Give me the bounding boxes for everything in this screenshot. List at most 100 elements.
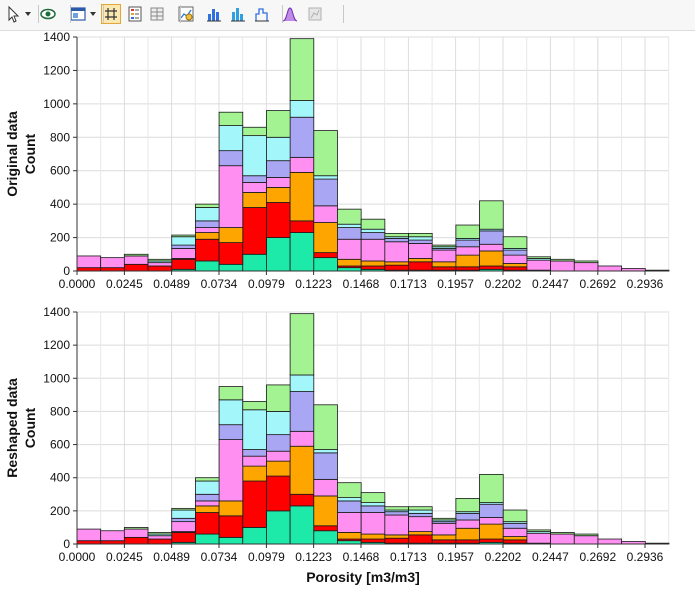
histogram-bar-segment [242, 455, 267, 467]
histogram-bar-segment [479, 538, 504, 543]
layout-window-button[interactable] [68, 4, 88, 24]
x-tick-label: 0.0979 [248, 550, 285, 564]
histogram-bar-segment [313, 452, 338, 480]
histogram-bar-segment [289, 505, 315, 545]
histogram-bar-segment [479, 265, 504, 270]
pointer-select-icon [8, 5, 20, 23]
histogram-bar-segment [242, 480, 267, 528]
histogram-bar-segment [408, 509, 433, 514]
histogram-bar-segment [218, 150, 244, 167]
y-tick-label: 600 [50, 438, 70, 452]
histogram-bar-segment [266, 411, 291, 436]
histogram-bar-segment [384, 511, 409, 516]
histogram-bar-segment [431, 534, 457, 541]
table-view-icon [150, 7, 164, 21]
histogram-bar-segment [431, 261, 457, 268]
gridlines-toggle-button[interactable] [101, 4, 121, 24]
histogram-bar-segment [384, 534, 409, 539]
histogram-bar-segment [242, 207, 267, 255]
dropdown-arrow-icon[interactable] [25, 12, 31, 16]
x-tick-label: 0.2447 [532, 550, 569, 564]
histogram-bar-segment [408, 239, 433, 244]
histogram-bar-segment [455, 224, 480, 239]
histogram-bar-segment [171, 248, 196, 259]
histogram-bar-segment [550, 533, 575, 545]
histogram-outline-button[interactable] [252, 4, 272, 24]
histogram-bar-segment [502, 536, 528, 541]
histogram-bar-segment [408, 261, 433, 271]
histogram-bar-segment [289, 374, 315, 392]
histogram-bar-segment [479, 517, 504, 525]
histogram-bar-segment [573, 260, 599, 264]
distribution-curve-button[interactable] [280, 4, 300, 24]
y-axis-label: Reshaped data Count [4, 378, 38, 478]
histogram-bar-segment [266, 434, 291, 452]
x-tick-label: 0.2447 [532, 277, 569, 291]
histogram-bar-segment [123, 528, 149, 538]
histogram-bar-segment [289, 232, 315, 272]
legend-toggle-button[interactable] [125, 4, 145, 24]
x-tick-label: 0.1713 [390, 550, 427, 564]
x-tick-label: 0.0734 [201, 277, 238, 291]
x-tick-label: 0.1468 [343, 550, 380, 564]
histogram-bar-segment [266, 160, 291, 178]
histogram-bar-segment [479, 523, 504, 540]
x-tick-label: 0.2936 [627, 550, 664, 564]
y-axis-label-line: Count [22, 407, 38, 448]
histogram-bar-segment [147, 265, 173, 272]
histogram-bar-segment [408, 516, 433, 532]
disabled-tool-button[interactable] [305, 4, 325, 24]
y-tick-label: 0 [63, 264, 70, 278]
histogram-bar-segment [218, 500, 244, 517]
histogram-bar-segment [479, 200, 504, 230]
histogram-bar-segment [384, 238, 409, 243]
histogram-bar-segment [360, 232, 386, 240]
histogram-bar-segment [266, 450, 291, 462]
toolbar-separator [70, 5, 71, 23]
y-tick-label: 800 [50, 130, 70, 144]
histogram-bar-segment [289, 493, 315, 507]
pointer-select-button[interactable] [3, 4, 23, 24]
histogram-stacked-button[interactable] [204, 4, 224, 24]
toolbar-separator [103, 5, 104, 23]
toolbar-separator [282, 5, 283, 23]
histogram-bar-segment [431, 266, 457, 271]
histogram-bar-segment [147, 535, 173, 540]
histogram-bar-segment [218, 263, 244, 272]
histogram-bar-segment [526, 256, 551, 259]
y-tick-label: 1400 [43, 30, 70, 44]
chart-settings-button[interactable] [176, 4, 196, 24]
y-tick-label: 600 [50, 164, 70, 178]
histogram-bar-segment [313, 478, 338, 497]
histogram-bar-segment [479, 503, 504, 518]
x-tick-label: 0.2202 [485, 550, 522, 564]
histogram-bar-segment [218, 424, 244, 440]
histogram-bar-segment [242, 409, 267, 450]
histogram-bar-segment [502, 236, 528, 249]
histogram-bar-segment [218, 515, 244, 538]
x-tick-label: 0.0245 [106, 550, 143, 564]
histogram-bar-segment [313, 205, 338, 223]
histogram-bar-segment [194, 207, 220, 222]
histogram-bar-segment [479, 230, 504, 245]
histogram-bar-segment [194, 505, 220, 513]
histogram-bar-segment [313, 175, 338, 180]
histogram-bar-segment [123, 263, 149, 272]
histogram-bar-segment [408, 232, 433, 238]
histogram-bar-segment [360, 218, 386, 230]
histogram-bar-segment [289, 156, 315, 173]
histogram-bar-segment [289, 445, 315, 495]
histogram-bar-segment [171, 258, 196, 270]
dropdown-arrow-icon[interactable] [90, 12, 96, 16]
view-eye-button[interactable] [38, 4, 58, 24]
histogram-bar-segment [289, 116, 315, 158]
histogram-bars-button[interactable] [228, 4, 248, 24]
histogram-bar-segment [242, 253, 267, 272]
y-tick-label: 400 [50, 471, 70, 485]
histogram-bar-segment [242, 175, 267, 183]
histogram-bar-segment [360, 502, 386, 507]
histogram-bar-segment [384, 241, 409, 263]
histogram-bar-segment [408, 512, 433, 518]
table-view-button[interactable] [147, 4, 167, 24]
histogram-bar-segment [360, 505, 386, 513]
